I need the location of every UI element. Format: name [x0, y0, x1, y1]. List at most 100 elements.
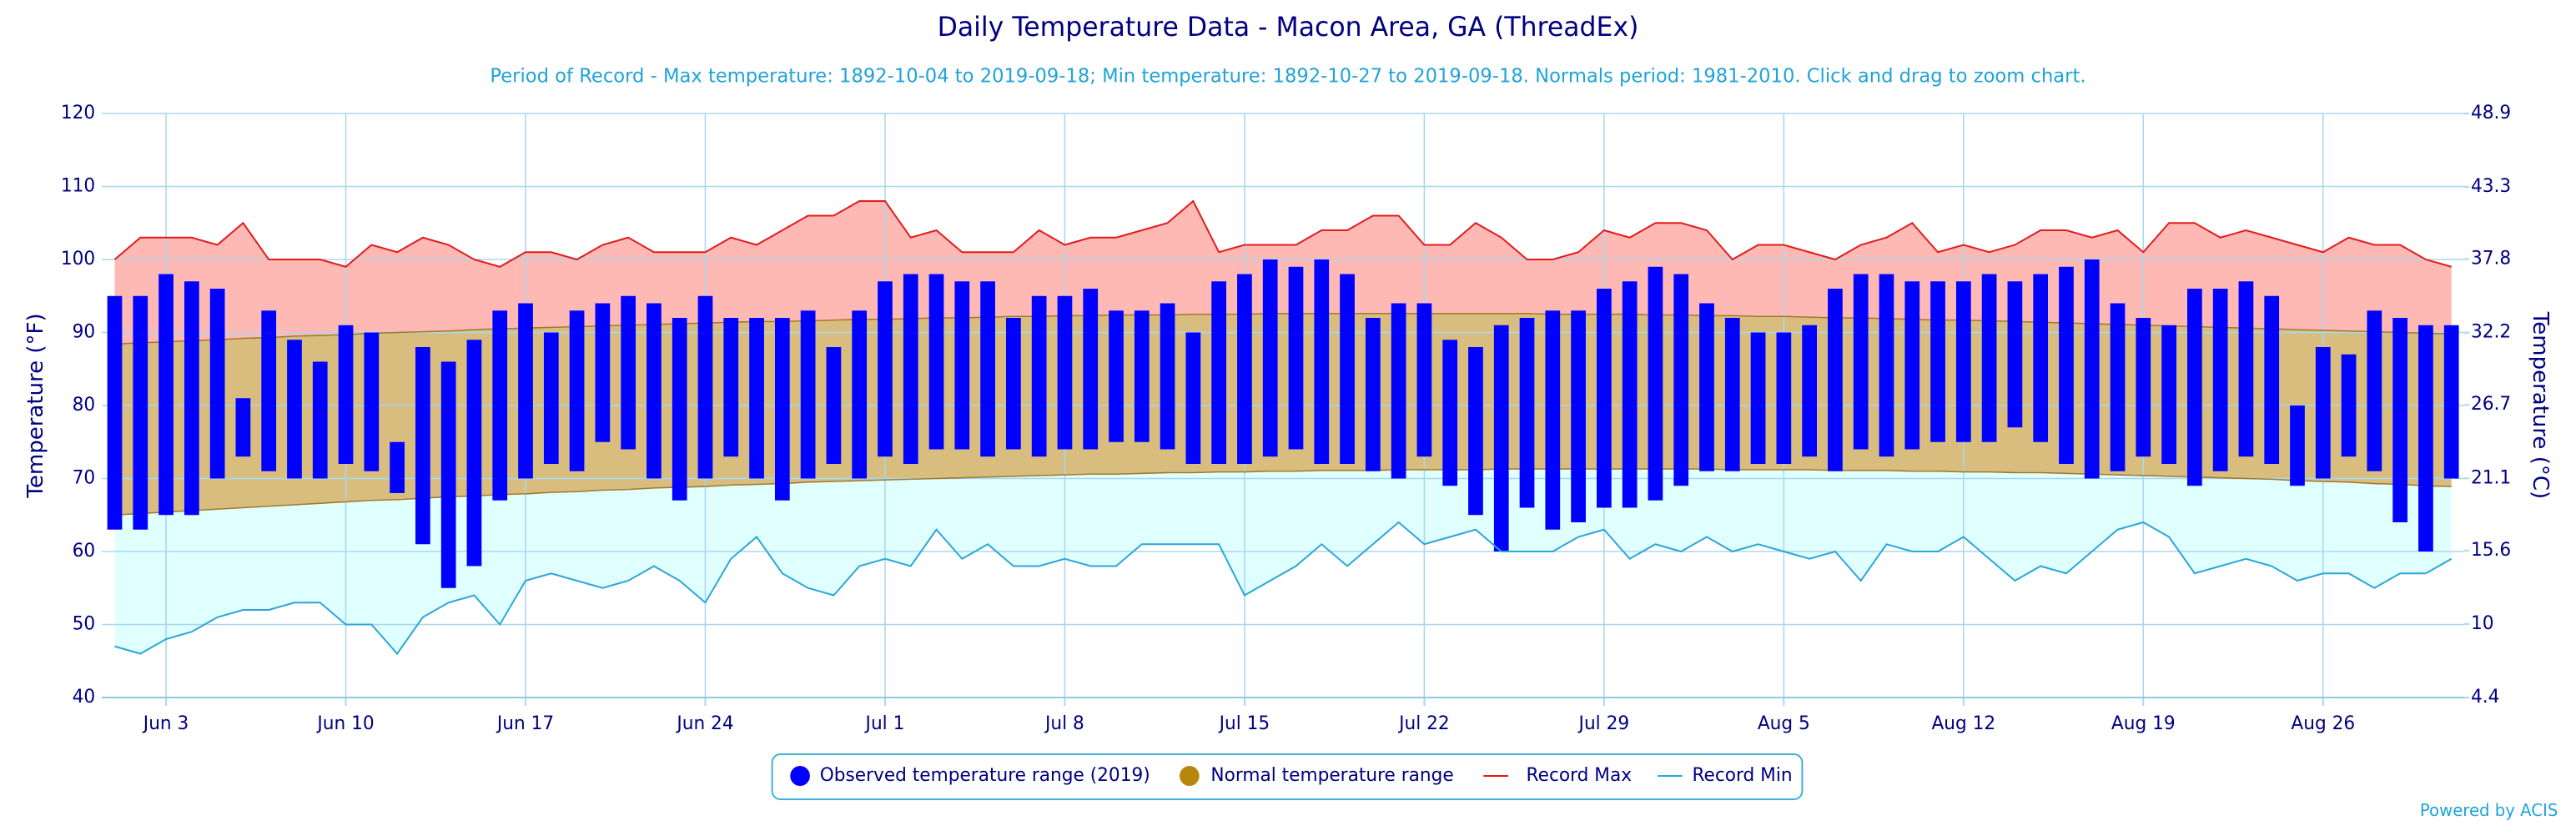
y2-axis-label: Temperature (°C)	[2528, 311, 2553, 499]
bar	[518, 303, 533, 479]
y2-tick-label: 15.6	[2471, 540, 2511, 561]
bar	[2110, 303, 2126, 471]
record-min-area	[114, 469, 2452, 654]
bar	[543, 332, 559, 464]
legend-label: Normal temperature range	[1210, 765, 1453, 786]
bar	[2084, 259, 2100, 479]
bar	[1648, 266, 1663, 501]
bar	[2238, 281, 2254, 457]
bar	[1340, 274, 1355, 464]
bar	[2136, 318, 2151, 457]
bar	[878, 281, 893, 457]
chart-title: Daily Temperature Data - Macon Area, GA …	[938, 13, 1639, 43]
x-tick-label: Jun 3	[142, 713, 189, 734]
record-max-line	[113, 199, 2452, 268]
y-tick-label: 40	[73, 687, 96, 708]
bar	[1853, 274, 1869, 450]
bar	[1724, 318, 1740, 471]
bar	[1802, 325, 1817, 457]
bar	[133, 295, 148, 530]
bar	[338, 325, 354, 464]
bar	[954, 281, 970, 450]
bar	[1442, 340, 1458, 486]
y-tick-label: 70	[73, 467, 96, 488]
bar	[1185, 332, 1201, 464]
bar	[1006, 318, 1021, 450]
y-tick-label: 50	[73, 613, 96, 634]
x-tick-label: Jul 1	[864, 713, 905, 734]
x-tick-label: Jul 29	[1577, 713, 1630, 734]
x-tick-label: Jul 8	[1044, 713, 1084, 734]
legend-marker	[1180, 766, 1200, 786]
y-tick-label: 90	[73, 321, 96, 342]
credit: Powered by ACIS	[2420, 801, 2558, 820]
bar	[647, 303, 662, 479]
bar	[1930, 281, 1945, 442]
bar	[1597, 289, 1612, 508]
x-tick-label: Aug 12	[1931, 713, 1995, 734]
bar	[1160, 303, 1175, 450]
bar	[2392, 318, 2407, 522]
legend-label: Record Min	[1692, 765, 1792, 786]
bar	[235, 398, 251, 457]
bar	[697, 295, 713, 479]
bar	[107, 295, 123, 530]
bar	[621, 295, 636, 450]
bar	[492, 310, 508, 501]
bar	[1545, 310, 1561, 530]
record-min-line	[114, 521, 2453, 656]
legend-marker	[790, 766, 810, 786]
bar	[2443, 325, 2459, 479]
bar	[1109, 310, 1124, 442]
x-tick-label: Jun 17	[496, 713, 554, 734]
x-tick-label: Jun 24	[675, 713, 733, 734]
x-tick-label: Aug 5	[1758, 713, 1810, 734]
bar	[1904, 281, 1920, 450]
bar	[1673, 274, 1689, 486]
bar	[1237, 274, 1252, 464]
bar	[1699, 303, 1714, 471]
bar	[1314, 259, 1330, 464]
bar	[1622, 281, 1638, 508]
legend-label: Record Max	[1527, 765, 1633, 786]
y2-tick-label: 48.9	[2471, 103, 2511, 123]
y-tick-label: 120	[61, 103, 95, 123]
y-tick-label: 60	[73, 541, 96, 562]
bar	[2161, 325, 2176, 464]
bar	[1134, 310, 1150, 442]
bar	[364, 332, 380, 471]
bar	[852, 310, 868, 479]
bar	[1083, 289, 1099, 450]
bar	[749, 318, 764, 479]
bar	[980, 281, 995, 457]
bar	[1879, 274, 1894, 457]
x-tick-label: Aug 19	[2111, 713, 2176, 734]
bar	[800, 310, 816, 479]
x-tick-label: Jul 22	[1397, 713, 1450, 734]
chart-subtitle: Period of Record - Max temperature: 1892…	[490, 65, 2085, 87]
bar	[287, 340, 302, 479]
legend-label: Observed temperature range (2019)	[820, 765, 1150, 786]
x-tick-label: Aug 26	[2291, 713, 2355, 734]
bar	[1365, 318, 1381, 471]
bar	[1211, 281, 1226, 464]
y2-tick-label: 37.8	[2471, 249, 2511, 269]
bar	[184, 281, 199, 516]
bar	[2187, 289, 2202, 486]
bar	[261, 310, 277, 471]
bar	[2264, 295, 2280, 464]
bar	[2315, 347, 2331, 479]
bar	[440, 361, 456, 588]
bar	[1828, 289, 1843, 471]
bar	[2059, 266, 2074, 464]
bar	[1468, 347, 1483, 516]
bar	[209, 289, 225, 479]
bar	[158, 274, 174, 516]
bar	[1262, 259, 1278, 457]
bar	[903, 274, 918, 464]
bar	[2418, 325, 2433, 552]
y-axis-label: Temperature (°F)	[23, 313, 48, 498]
bar	[466, 340, 482, 567]
y2-tick-label: 21.1	[2471, 467, 2511, 488]
